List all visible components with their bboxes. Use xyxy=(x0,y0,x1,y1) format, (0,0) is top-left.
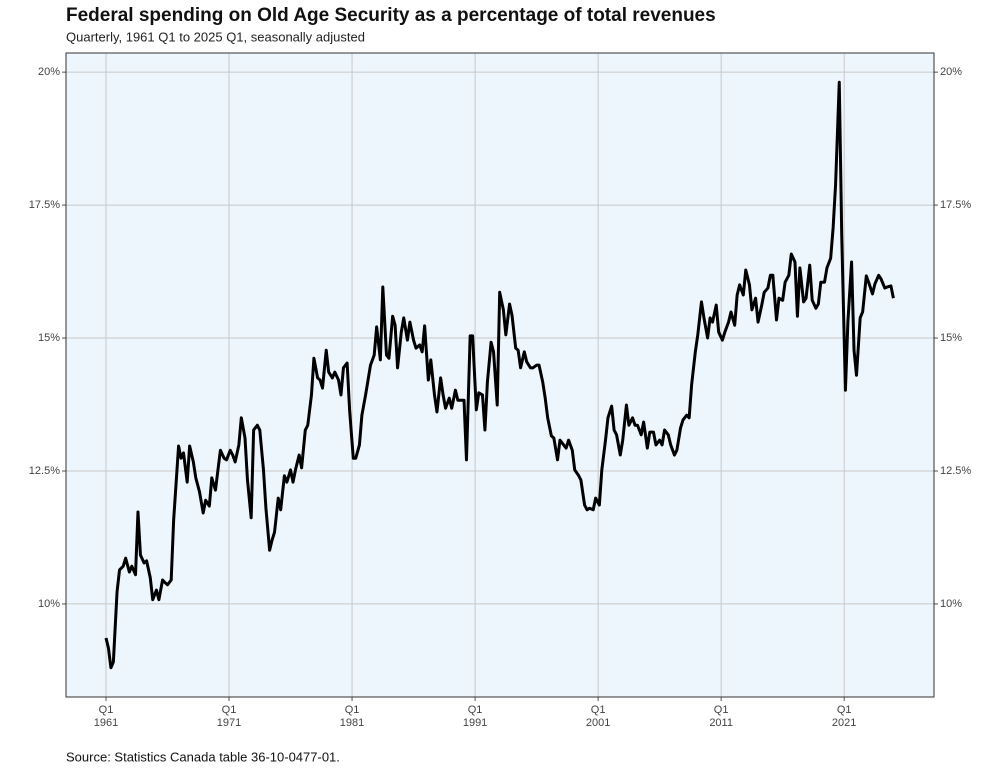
y-tick-label: 20% xyxy=(38,66,60,78)
source-note: Source: Statistics Canada table 36-10-04… xyxy=(66,749,340,764)
x-tick-label: Q1 2001 xyxy=(585,704,611,729)
x-tick-label: Q1 1991 xyxy=(462,704,488,729)
y2-tick-label: 12.5% xyxy=(940,465,971,477)
data-line xyxy=(104,80,895,670)
x-tick-label: Q1 1971 xyxy=(216,704,242,729)
chart-title: Federal spending on Old Age Security as … xyxy=(66,5,716,26)
plot-background xyxy=(66,53,934,697)
plot-border xyxy=(65,52,935,698)
x-tick-label: Q1 1981 xyxy=(339,704,365,729)
x-tick-label: Q1 1961 xyxy=(93,704,119,729)
y-tick-label: 15% xyxy=(38,332,60,344)
x-tick-label: Q1 2021 xyxy=(831,704,857,729)
y2-tick-label: 17.5% xyxy=(940,199,971,211)
chart-subtitle: Quarterly, 1961 Q1 to 2025 Q1, seasonall… xyxy=(66,29,365,44)
y2-tick-label: 20% xyxy=(940,66,962,78)
y-tick-label: 17.5% xyxy=(29,199,60,211)
x-tick-label: Q1 2011 xyxy=(709,704,733,729)
y-tick-label: 12.5% xyxy=(29,465,60,477)
y2-tick-label: 10% xyxy=(940,598,962,610)
y-tick-label: 10% xyxy=(38,598,60,610)
y2-tick-label: 15% xyxy=(940,332,962,344)
